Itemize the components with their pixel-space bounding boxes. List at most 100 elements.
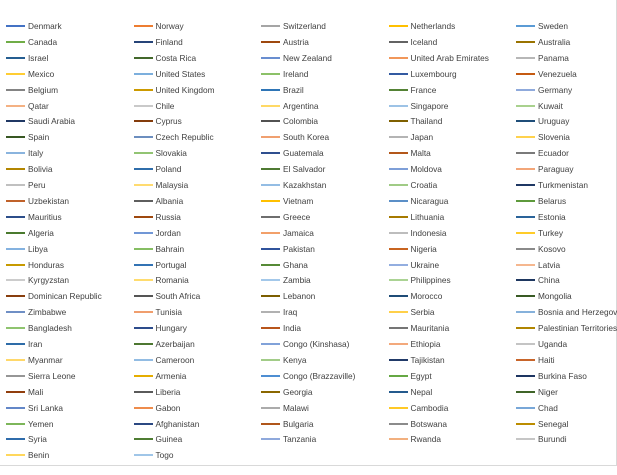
legend-line-swatch <box>133 184 153 186</box>
legend-line-swatch <box>6 88 25 91</box>
legend-entry: Belarus <box>516 194 566 208</box>
legend-line-swatch <box>388 374 408 377</box>
legend-line-swatch <box>6 311 25 314</box>
legend-label: Iceland <box>410 36 438 47</box>
legend-line-swatch <box>261 263 280 266</box>
legend-label: United States <box>155 68 206 79</box>
legend-line-swatch <box>516 199 535 202</box>
legend-label: Colombia <box>283 116 319 127</box>
legend-line-swatch <box>388 438 408 441</box>
legend-label: Uganda <box>538 339 568 349</box>
legend-label: Gabon <box>155 402 181 413</box>
legend-label: Nicaragua <box>410 195 449 206</box>
legend-line-swatch <box>261 327 280 330</box>
legend-line-swatch <box>6 25 25 27</box>
legend-line-swatch <box>516 184 535 186</box>
legend-label: Philippines <box>410 275 451 286</box>
legend-label: Jordan <box>155 227 181 238</box>
legend-label: Burundi <box>538 434 567 445</box>
legend-entry: Lithuania <box>388 210 444 224</box>
legend-label: Bahrain <box>155 243 185 254</box>
legend-entry: Canada <box>6 35 57 49</box>
legend-line-swatch <box>516 25 535 27</box>
legend-entry: Argentina <box>261 99 319 113</box>
legend-entry: Australia <box>516 35 570 49</box>
legend-entry: Sierra Leone <box>6 369 76 383</box>
legend-entry: Ukraine <box>388 258 439 272</box>
legend-entry: South Korea <box>261 130 329 144</box>
legend-entry: Rwanda <box>388 432 441 446</box>
legend-entry: Colombia <box>261 114 318 128</box>
legend-entry: Luxembourg <box>388 67 457 81</box>
legend-entry: Yemen <box>6 417 54 431</box>
legend-label: China <box>538 275 560 286</box>
legend-entry: Malta <box>388 146 431 160</box>
legend-entry: Nepal <box>388 385 433 399</box>
legend-entry: Mauritania <box>388 321 449 335</box>
legend-label: Canada <box>28 36 58 47</box>
legend-line-swatch <box>261 215 280 218</box>
legend-entry: Morocco <box>388 289 442 303</box>
legend-entry: Greece <box>261 210 310 224</box>
legend-entry: Czech Republic <box>133 130 214 144</box>
legend-label: Iran <box>28 339 43 349</box>
legend-entry: Pakistan <box>261 242 315 256</box>
legend-line-swatch <box>133 311 153 314</box>
legend-line-swatch <box>6 358 25 361</box>
legend-entry: Israel <box>6 51 48 65</box>
legend-label: Vietnam <box>283 195 314 206</box>
legend-line-swatch <box>516 152 535 155</box>
legend-label: Serbia <box>410 307 435 318</box>
legend-entry: Slovenia <box>516 130 570 144</box>
legend-entry: Qatar <box>6 99 49 113</box>
legend-entry: Indonesia <box>388 226 446 240</box>
legend-label: Moldova <box>410 164 442 175</box>
legend-label: Nepal <box>410 386 433 397</box>
legend-entry: Kuwait <box>516 99 563 113</box>
legend-label: United Kingdom <box>155 84 215 95</box>
legend-entry: Japan <box>388 130 433 144</box>
legend-line-swatch <box>261 438 280 441</box>
legend-entry: Syria <box>6 432 47 446</box>
legend-label: Qatar <box>28 100 49 111</box>
legend-label: New Zealand <box>283 52 332 63</box>
legend-label: Botswana <box>410 418 447 429</box>
legend-label: Sierra Leone <box>28 370 76 381</box>
legend-label: Myanmar <box>28 354 63 365</box>
legend-entry: Switzerland <box>261 19 326 33</box>
legend-line-swatch <box>133 406 153 409</box>
legend-entry: Jordan <box>133 226 181 240</box>
legend-entry: Mali <box>6 385 43 399</box>
legend-entry: Guatemala <box>261 146 324 160</box>
legend-entry: Cyprus <box>133 114 182 128</box>
legend-label: Sri Lanka <box>28 402 64 413</box>
legend-line-swatch <box>388 184 408 186</box>
legend-entry: Nigeria <box>388 242 437 256</box>
legend-entry: Bulgaria <box>261 417 313 431</box>
legend-label: Guatemala <box>283 148 324 159</box>
legend-label: Uzbekistan <box>28 195 70 206</box>
legend-entry: Paraguay <box>516 162 574 176</box>
legend-line-swatch <box>388 104 408 107</box>
legend-label: Zimbabwe <box>28 307 67 318</box>
legend-entry: Iran <box>6 337 42 351</box>
legend-label: Slovenia <box>538 132 570 143</box>
legend-line-swatch <box>261 247 280 250</box>
legend-line-swatch <box>388 72 408 75</box>
legend-entry: United States <box>133 67 206 81</box>
legend-label: Honduras <box>28 259 64 270</box>
legend-line-swatch <box>261 374 280 377</box>
legend-line-swatch <box>133 327 153 330</box>
legend-line-swatch <box>133 120 153 123</box>
legend-entry: Azerbaijan <box>133 337 195 351</box>
legend-entry: Uzbekistan <box>6 194 69 208</box>
legend-entry: Poland <box>133 162 181 176</box>
legend-label: Ghana <box>283 259 308 270</box>
legend-entry: United Arab Emirates <box>388 51 489 65</box>
legend-entry: Costa Rica <box>133 51 196 65</box>
legend-entry: Palestinian Territories <box>516 321 617 335</box>
legend-line-swatch <box>388 231 408 234</box>
legend-label: Libya <box>28 243 48 254</box>
legend-label: Malaysia <box>155 180 189 190</box>
